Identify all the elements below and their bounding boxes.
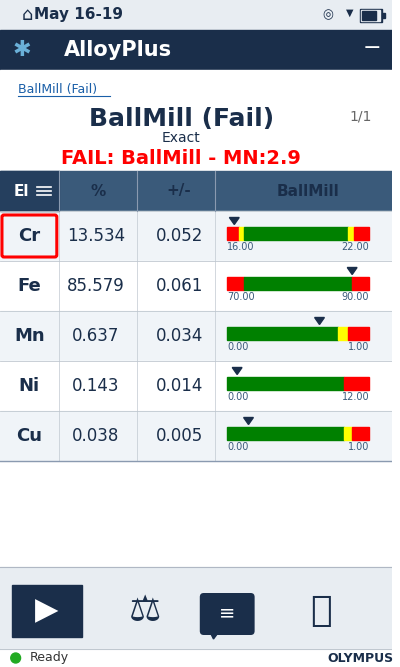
Text: Cr: Cr xyxy=(18,227,40,245)
Text: 0.005: 0.005 xyxy=(156,427,203,445)
Bar xyxy=(360,9,382,22)
Text: ⚖: ⚖ xyxy=(129,594,161,628)
Bar xyxy=(12,585,82,637)
Text: ✱: ✱ xyxy=(12,40,31,60)
Text: 1.00: 1.00 xyxy=(348,442,369,452)
Text: 70.00: 70.00 xyxy=(227,291,255,301)
Bar xyxy=(0,649,392,667)
Text: 0.637: 0.637 xyxy=(72,327,120,345)
Text: 0.061: 0.061 xyxy=(156,277,203,295)
Bar xyxy=(0,311,392,361)
Bar xyxy=(0,261,392,311)
Text: %: % xyxy=(90,183,106,199)
Text: ⌂: ⌂ xyxy=(22,6,33,24)
Text: 90.00: 90.00 xyxy=(342,291,369,301)
Text: ◎: ◎ xyxy=(323,9,334,21)
Bar xyxy=(382,13,385,18)
Bar xyxy=(227,426,344,440)
Bar xyxy=(227,327,338,340)
Bar xyxy=(0,171,59,211)
Text: 1.00: 1.00 xyxy=(348,342,369,352)
Polygon shape xyxy=(244,418,254,424)
Bar xyxy=(354,227,369,239)
Bar xyxy=(352,426,369,440)
Text: −: − xyxy=(363,38,382,58)
Text: 0.052: 0.052 xyxy=(156,227,203,245)
Polygon shape xyxy=(210,631,219,639)
Text: ≡: ≡ xyxy=(219,604,235,622)
Text: ⏱: ⏱ xyxy=(310,594,332,628)
Text: Exact: Exact xyxy=(162,131,200,145)
Text: 12.00: 12.00 xyxy=(342,392,369,402)
Bar xyxy=(344,426,352,440)
Bar xyxy=(0,30,392,70)
Text: 0.00: 0.00 xyxy=(227,342,248,352)
Text: 13.534: 13.534 xyxy=(67,227,125,245)
Bar xyxy=(227,227,238,239)
Bar xyxy=(0,361,392,411)
Text: Fe: Fe xyxy=(18,277,41,295)
Text: Ready: Ready xyxy=(29,652,68,664)
Bar xyxy=(227,277,244,289)
Text: BallMill (Fail): BallMill (Fail) xyxy=(89,107,274,131)
Bar xyxy=(244,227,348,239)
Text: BallMill: BallMill xyxy=(277,183,340,199)
Bar xyxy=(0,411,392,461)
Bar xyxy=(348,227,354,239)
FancyBboxPatch shape xyxy=(200,593,255,635)
Polygon shape xyxy=(315,317,324,325)
Text: 0.00: 0.00 xyxy=(227,392,248,402)
Text: 22.00: 22.00 xyxy=(342,241,369,251)
Bar xyxy=(0,0,392,30)
Text: 85.579: 85.579 xyxy=(67,277,125,295)
Text: El: El xyxy=(14,183,29,199)
Text: Cu: Cu xyxy=(16,427,42,445)
FancyBboxPatch shape xyxy=(2,215,57,257)
Bar xyxy=(0,171,392,211)
Text: OLYMPUS: OLYMPUS xyxy=(327,652,394,664)
Bar xyxy=(352,277,369,289)
Bar xyxy=(244,277,352,289)
Text: FAIL: BallMill - MN:2.9: FAIL: BallMill - MN:2.9 xyxy=(61,149,301,167)
Text: 0.014: 0.014 xyxy=(156,377,203,395)
Text: ▶: ▶ xyxy=(35,596,59,626)
Text: 1/1: 1/1 xyxy=(349,110,372,124)
Text: ▼: ▼ xyxy=(346,8,353,18)
Bar xyxy=(362,11,376,20)
Bar xyxy=(338,327,348,340)
Bar xyxy=(0,211,392,261)
Bar xyxy=(344,376,369,390)
Text: BallMill (Fail): BallMill (Fail) xyxy=(18,83,97,97)
Circle shape xyxy=(11,653,20,663)
Text: May 16-19: May 16-19 xyxy=(34,7,123,23)
Text: 0.143: 0.143 xyxy=(72,377,120,395)
Bar xyxy=(361,10,380,21)
Polygon shape xyxy=(230,217,239,225)
Text: 16.00: 16.00 xyxy=(227,241,255,251)
Text: Mn: Mn xyxy=(14,327,45,345)
Text: 0.034: 0.034 xyxy=(156,327,203,345)
Bar xyxy=(348,327,369,340)
Polygon shape xyxy=(347,267,357,275)
Text: 0.038: 0.038 xyxy=(72,427,120,445)
Bar xyxy=(0,70,392,587)
Polygon shape xyxy=(232,368,242,374)
Bar xyxy=(0,567,392,649)
Text: +/-: +/- xyxy=(167,183,192,199)
Text: 0.00: 0.00 xyxy=(227,442,248,452)
Text: Ni: Ni xyxy=(19,377,40,395)
Bar xyxy=(238,227,244,239)
Bar xyxy=(227,376,344,390)
Text: AlloyPlus: AlloyPlus xyxy=(64,40,172,60)
